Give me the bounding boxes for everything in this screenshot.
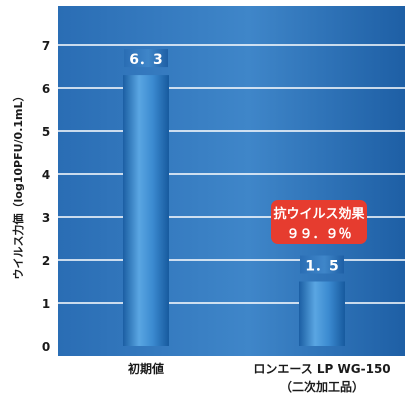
y-tick-label: 5: [42, 125, 50, 139]
x-tick-label: ロンエース LP WG-150: [253, 362, 390, 376]
y-tick-label: 2: [42, 254, 50, 268]
plot-area: [58, 6, 405, 356]
y-tick-label: 7: [42, 39, 50, 53]
y-tick-label: 3: [42, 211, 50, 225]
data-label-backing: [300, 255, 344, 274]
annotation-line1: 抗ウイルス効果: [273, 206, 364, 222]
data-label: 6．3: [129, 52, 162, 68]
annotation-line2: ９９．９％: [286, 227, 351, 242]
y-tick-labels: 0 1 2 3 4 5 6 7: [42, 39, 50, 354]
x-tick-label: 初期値: [128, 361, 164, 376]
data-label: 1．5: [305, 259, 338, 275]
x-tick-labels: 初期値 ロンエース LP WG-150 （二次加工品）: [128, 361, 391, 394]
y-tick-label: 6: [42, 82, 50, 96]
annotation-box: [271, 200, 367, 244]
x-tick-sublabel: （二次加工品）: [280, 379, 364, 394]
bar: [123, 75, 169, 346]
y-axis-label: ウイルス力価（log10PFU/0.1mL）: [11, 91, 25, 280]
y-tick-label: 0: [42, 340, 50, 354]
data-labels: 6．3 1．5: [124, 49, 344, 275]
y-tick-label: 4: [42, 168, 50, 182]
bar: [299, 281, 345, 346]
y-tick-label: 1: [42, 297, 50, 311]
data-label-backing: [124, 49, 168, 68]
gridlines: [58, 44, 405, 304]
annotation-callout: 抗ウイルス効果 ９９．９％: [271, 200, 367, 244]
bars: [123, 75, 345, 346]
